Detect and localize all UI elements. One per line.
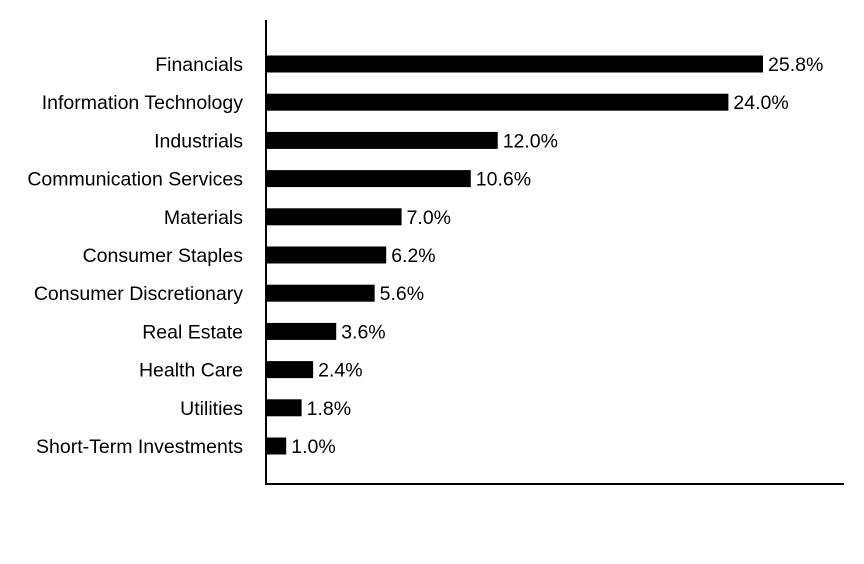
labels-group: Financials 25.8% Information Technology 24.… xyxy=(27,54,823,458)
bar-information-technology xyxy=(267,93,729,111)
bar-real-estate xyxy=(267,322,337,340)
bar-financials xyxy=(267,55,763,73)
bar-health-care xyxy=(267,361,314,379)
bar-materials xyxy=(267,208,402,226)
category-label-consumer-discretionary: Consumer Discretionary xyxy=(34,283,243,305)
value-label-industrials: 12.0% xyxy=(503,130,558,152)
category-label-industrials: Industrials xyxy=(154,130,243,152)
category-label-health-care: Health Care xyxy=(139,360,243,382)
category-label-utilities: Utilities xyxy=(180,398,243,420)
category-label-materials: Materials xyxy=(164,207,243,229)
category-label-financials: Financials xyxy=(155,54,243,76)
bar-consumer-staples xyxy=(267,246,387,264)
category-label-real-estate: Real Estate xyxy=(142,321,243,343)
value-label-consumer-discretionary: 5.6% xyxy=(380,283,424,305)
value-label-consumer-staples: 6.2% xyxy=(391,245,435,267)
bar-communication-services xyxy=(267,170,471,188)
value-label-utilities: 1.8% xyxy=(307,398,351,420)
category-label-short-term-investments: Short-Term Investments xyxy=(36,436,243,458)
bar-utilities xyxy=(267,399,302,417)
bar-consumer-discretionary xyxy=(267,284,375,302)
value-label-real-estate: 3.6% xyxy=(341,321,385,343)
value-label-communication-services: 10.6% xyxy=(476,169,531,191)
value-label-health-care: 2.4% xyxy=(318,360,362,382)
bar-industrials xyxy=(267,131,498,149)
value-label-short-term-investments: 1.0% xyxy=(291,436,335,458)
category-label-information-technology: Information Technology xyxy=(42,92,244,114)
category-label-communication-services: Communication Services xyxy=(27,169,243,191)
value-label-materials: 7.0% xyxy=(407,207,451,229)
value-label-financials: 25.8% xyxy=(768,54,823,76)
value-label-information-technology: 24.0% xyxy=(733,92,788,114)
bars-group xyxy=(267,55,763,455)
bar-short-term-investments xyxy=(267,437,287,455)
category-label-consumer-staples: Consumer Staples xyxy=(83,245,244,267)
